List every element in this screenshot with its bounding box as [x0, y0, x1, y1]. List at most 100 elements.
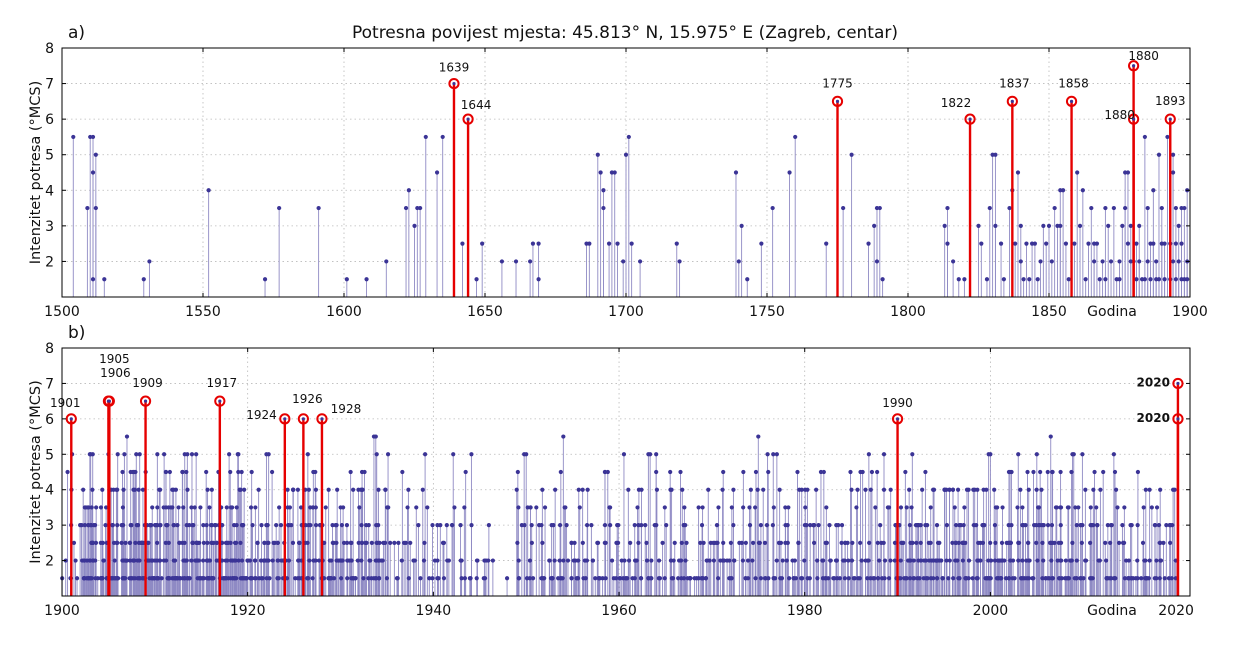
event-point: [576, 487, 581, 492]
event-point: [561, 434, 566, 439]
event-point: [784, 558, 789, 563]
event-point: [1058, 505, 1064, 510]
event-point: [332, 576, 337, 581]
event-point: [785, 540, 790, 545]
event-point: [516, 505, 521, 510]
event-point: [296, 558, 301, 563]
event-point: [1056, 576, 1062, 581]
event-point: [993, 540, 998, 545]
event-point: [165, 523, 170, 528]
event-point: [881, 540, 886, 545]
event-point: [966, 558, 972, 563]
event-point: [1116, 540, 1122, 545]
major-event-point: [107, 399, 111, 403]
chart-title: Potresna povijest mjesta: 45.813° N, 15.…: [352, 23, 898, 43]
event-point: [1015, 505, 1020, 510]
event-point: [1045, 469, 1050, 475]
y-tick-label: 4: [45, 483, 54, 499]
event-point: [168, 505, 174, 510]
major-event-point: [1176, 381, 1180, 386]
major-event-label: 1639: [439, 61, 470, 75]
major-event-label: 1644: [461, 98, 492, 112]
event-point: [1046, 223, 1052, 228]
event-point: [988, 540, 993, 545]
event-point: [1055, 558, 1060, 563]
minor-stems: [60, 434, 1178, 596]
event-point: [127, 540, 132, 545]
event-point: [646, 452, 651, 457]
event-point: [90, 487, 95, 492]
event-point: [1094, 523, 1100, 528]
event-point: [1073, 505, 1078, 510]
event-point: [522, 523, 527, 528]
event-point: [490, 558, 495, 563]
event-point: [1086, 241, 1091, 246]
event-point: [181, 505, 186, 510]
event-point: [680, 487, 685, 492]
event-point: [1058, 558, 1063, 563]
event-point: [859, 558, 864, 563]
event-point: [504, 576, 510, 581]
event-point: [774, 558, 779, 563]
event-point: [832, 576, 837, 581]
event-point: [1113, 487, 1119, 492]
event-point: [728, 540, 734, 545]
event-point: [1162, 576, 1167, 581]
event-point: [731, 487, 736, 492]
event-point: [313, 523, 319, 528]
event-point: [350, 576, 355, 581]
event-point: [101, 558, 107, 563]
event-point: [1108, 540, 1113, 545]
event-point: [361, 576, 366, 581]
event-point: [1148, 277, 1153, 282]
event-point: [1140, 540, 1146, 545]
event-point: [988, 452, 993, 457]
event-point: [685, 576, 690, 581]
event-point: [874, 259, 880, 264]
event-point: [656, 576, 661, 581]
event-point: [992, 523, 998, 528]
event-point: [945, 205, 950, 211]
event-point: [1135, 576, 1140, 581]
event-point: [155, 540, 160, 545]
event-point: [133, 540, 138, 545]
event-point: [741, 505, 746, 510]
event-point: [818, 469, 824, 475]
major-event-point: [466, 117, 470, 121]
event-point: [359, 487, 365, 492]
major-event-point: [452, 81, 456, 86]
event-point: [805, 576, 810, 581]
event-point: [383, 487, 388, 492]
event-point: [1079, 540, 1084, 545]
event-point: [621, 452, 627, 457]
event-point: [700, 505, 705, 510]
major-event-marker: [1172, 413, 1184, 425]
event-point: [796, 540, 801, 545]
event-point: [993, 152, 998, 157]
event-point: [706, 487, 711, 492]
event-point: [892, 558, 897, 563]
event-point: [1096, 558, 1101, 563]
event-point: [1179, 205, 1184, 211]
event-point: [275, 558, 280, 563]
event-point: [323, 505, 328, 510]
event-point: [761, 487, 766, 492]
event-point: [964, 487, 970, 492]
y-tick-label: 3: [45, 518, 54, 534]
major-event-point: [1176, 417, 1180, 421]
event-point: [1090, 576, 1095, 581]
event-point: [575, 576, 580, 581]
event-point: [626, 558, 632, 563]
event-point: [644, 540, 649, 545]
event-point: [942, 223, 947, 228]
event-point: [900, 540, 905, 545]
event-point: [406, 576, 411, 581]
event-point: [1006, 576, 1012, 581]
event-point: [944, 523, 950, 528]
event-point: [662, 576, 667, 581]
event-point: [904, 505, 909, 510]
event-point: [403, 205, 409, 211]
event-point: [189, 558, 194, 563]
event-point: [773, 576, 778, 581]
